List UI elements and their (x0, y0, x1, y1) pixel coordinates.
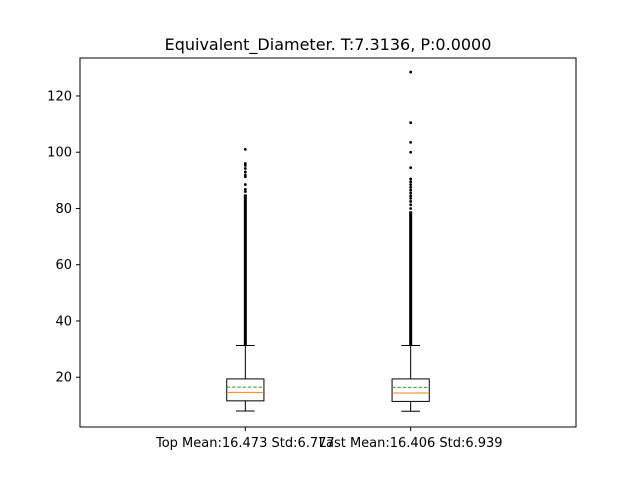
outlier-point (409, 121, 413, 125)
outlier-point (409, 200, 413, 203)
outlier-point (409, 191, 413, 195)
y-tick-label: 40 (55, 314, 72, 329)
outlier-point (243, 162, 247, 165)
chart-title: Equivalent_Diameter. T:7.3136, P:0.0000 (165, 35, 492, 55)
outlier-point (409, 70, 413, 74)
outlier-point (409, 203, 413, 207)
interquartile-box (391, 378, 430, 402)
y-tick-label: 80 (55, 202, 72, 217)
x-category-label: Top Mean:16.473 Std:6.777 (155, 436, 335, 451)
outlier-point (409, 180, 413, 184)
outlier-point (243, 170, 247, 174)
outlier-point (243, 167, 247, 170)
x-category-label: Last Mean:16.406 Std:6.939 (319, 436, 503, 451)
box-group (226, 148, 265, 412)
interquartile-box (226, 378, 265, 402)
outlier-point (243, 183, 247, 186)
box-group (391, 70, 430, 412)
y-tick-label: 100 (47, 146, 72, 161)
outlier-point (409, 194, 413, 198)
y-tick-label: 60 (55, 258, 72, 273)
box-series (226, 70, 430, 412)
outlier-point (409, 196, 413, 200)
y-tick-label: 20 (55, 371, 72, 386)
outlier-point (409, 177, 413, 181)
outlier-point (409, 150, 413, 154)
outlier-point (409, 140, 413, 144)
outlier-point (409, 207, 413, 210)
y-axis: 20 40 60 80 100 120 (47, 89, 80, 386)
outlier-point (409, 183, 413, 186)
outlier-point (243, 175, 247, 179)
outlier-point (409, 185, 413, 189)
outlier-point (243, 187, 247, 191)
outlier-point (243, 148, 247, 151)
outlier-point (409, 188, 413, 192)
outlier-point (243, 173, 247, 177)
outlier-point (409, 166, 413, 170)
plot-area-frame (79, 57, 577, 428)
outlier-point (243, 190, 247, 193)
y-tick-label: 120 (47, 89, 72, 104)
outlier-point (243, 164, 247, 167)
